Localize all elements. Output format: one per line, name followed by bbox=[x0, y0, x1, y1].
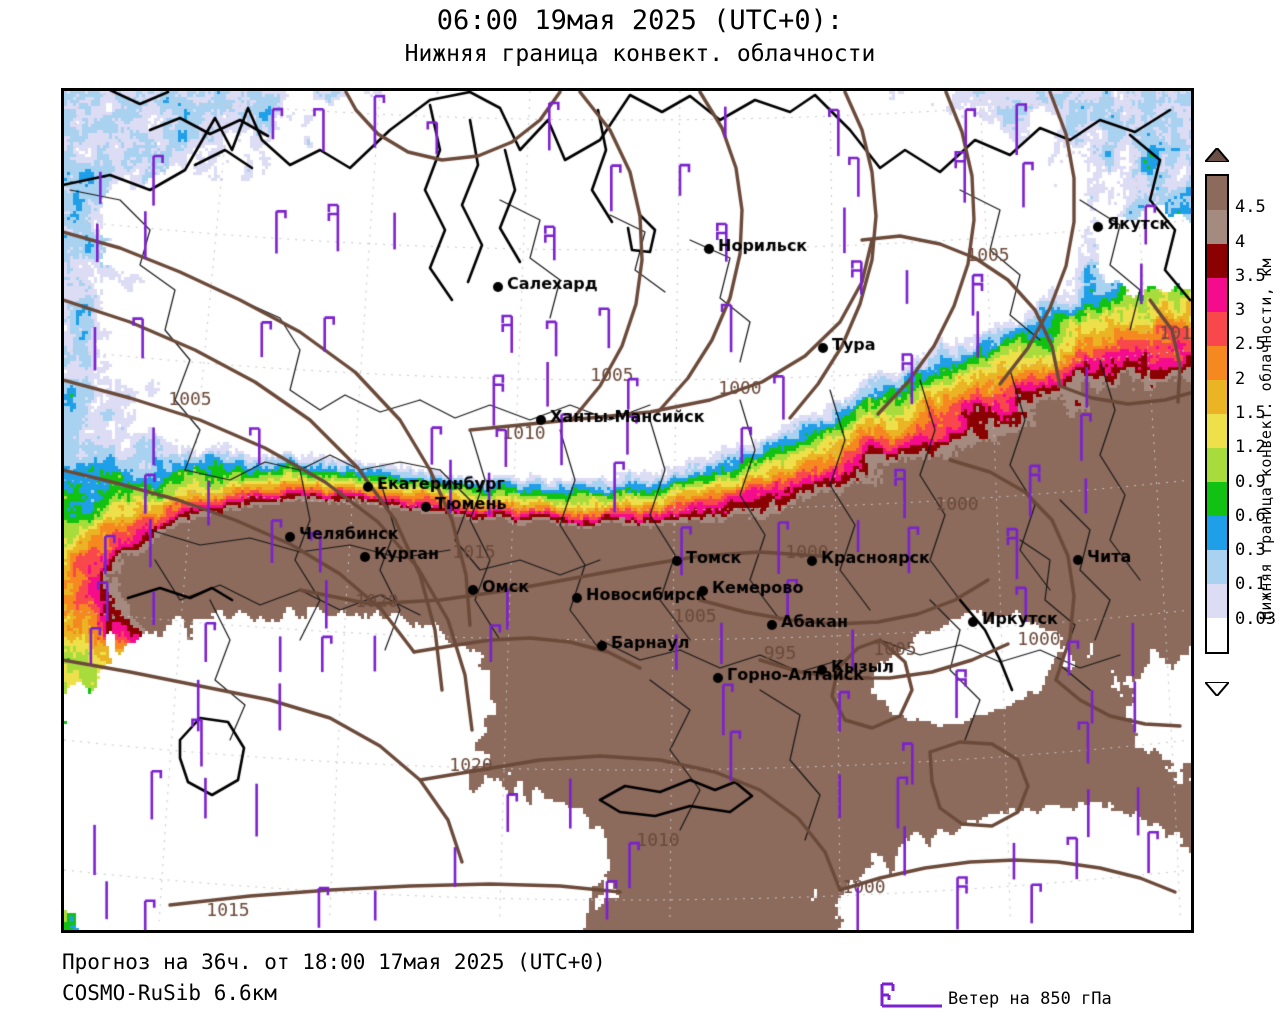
wind-legend-label: Ветер на 850 гПа bbox=[948, 989, 1112, 1009]
title-datetime: 06:00 19мая 2025 (UTC+0): bbox=[436, 5, 844, 36]
colorbar-legend: 4.5 4 3.5 3 2.5 2 1.5 1.2 0.9 0.6 0.3 0.1 0.03 Нижня… bbox=[1205, 148, 1280, 696]
colorbar-band-6 bbox=[1207, 380, 1227, 414]
model-name-text: COSMO-RuSib 6.6км bbox=[62, 981, 277, 1005]
forecast-info-text: Прогноз на 36ч. от 18:00 17мая 2025 (UTC… bbox=[62, 950, 606, 974]
colorbar-band-13 bbox=[1207, 618, 1227, 652]
colorbar-tick-0.3: 0.3 bbox=[1235, 540, 1266, 561]
colorbar-band-1 bbox=[1207, 210, 1227, 244]
colorbar-tick-2.5: 2.5 bbox=[1235, 334, 1266, 355]
colorbar-tick-2: 2 bbox=[1235, 368, 1246, 389]
title-parameter: Нижняя граница конвект. облачности bbox=[404, 41, 876, 67]
colorbar-tick-0.6: 0.6 bbox=[1235, 505, 1266, 526]
colorbar-band-12 bbox=[1207, 584, 1227, 618]
colorbar-tick-labels: 4.5 4 3.5 3 2.5 2 1.5 1.2 0.9 0.6 0.3 0.1 0.03 bbox=[1235, 162, 1280, 666]
colorbar-tick-4: 4 bbox=[1235, 231, 1246, 252]
colorbar-tick-1.2: 1.2 bbox=[1235, 437, 1266, 458]
colorbar-overflow-arrow-bottom bbox=[1205, 682, 1229, 696]
page-title: 06:00 19мая 2025 (UTC+0): Нижняя граница… bbox=[0, 4, 1280, 70]
colorbar-band-5 bbox=[1207, 346, 1227, 380]
colorbar-tick-3.5: 3.5 bbox=[1235, 265, 1266, 286]
colorbar-band-2 bbox=[1207, 244, 1227, 278]
colorbar-overflow-arrow-top bbox=[1205, 148, 1229, 162]
colorbar-tick-0.1: 0.1 bbox=[1235, 574, 1266, 595]
colorbar-band-3 bbox=[1207, 278, 1227, 312]
colorbar-band-11 bbox=[1207, 550, 1227, 584]
colorbar-tick-0.9: 0.9 bbox=[1235, 471, 1266, 492]
colorbar-band-4 bbox=[1207, 312, 1227, 346]
colorbar-tick-3: 3 bbox=[1235, 300, 1246, 321]
wind-barb-legend-symbol bbox=[876, 980, 946, 1014]
colorbar-axis-label: Нижняя граница конвект. облачности, км bbox=[1257, 258, 1275, 621]
colorbar-tick-1.5: 1.5 bbox=[1235, 403, 1266, 423]
colorbar-tick-0.03: 0.03 bbox=[1235, 608, 1276, 629]
colorbar-band-9 bbox=[1207, 482, 1227, 516]
weather-map-canvas[interactable] bbox=[64, 91, 1191, 930]
map-frame[interactable] bbox=[61, 88, 1194, 933]
colorbar-band-0 bbox=[1207, 176, 1227, 210]
colorbar-band-8 bbox=[1207, 448, 1227, 482]
colorbar-tick-4.5: 4.5 bbox=[1235, 197, 1266, 218]
colorbar-gradient bbox=[1205, 174, 1229, 654]
colorbar-band-10 bbox=[1207, 516, 1227, 550]
colorbar-band-7 bbox=[1207, 414, 1227, 448]
